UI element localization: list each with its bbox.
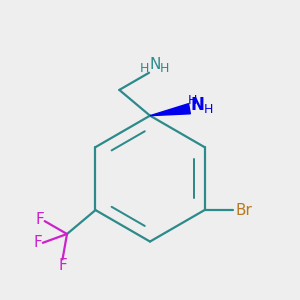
Text: F: F [58, 258, 67, 273]
Text: H: H [188, 94, 197, 106]
Text: N: N [149, 57, 160, 72]
Polygon shape [150, 103, 190, 116]
Text: F: F [33, 235, 42, 250]
Text: Br: Br [236, 202, 253, 217]
Text: H: H [140, 62, 149, 75]
Text: H: H [204, 103, 214, 116]
Text: H: H [160, 62, 170, 75]
Text: N: N [190, 96, 204, 114]
Text: F: F [35, 212, 44, 227]
